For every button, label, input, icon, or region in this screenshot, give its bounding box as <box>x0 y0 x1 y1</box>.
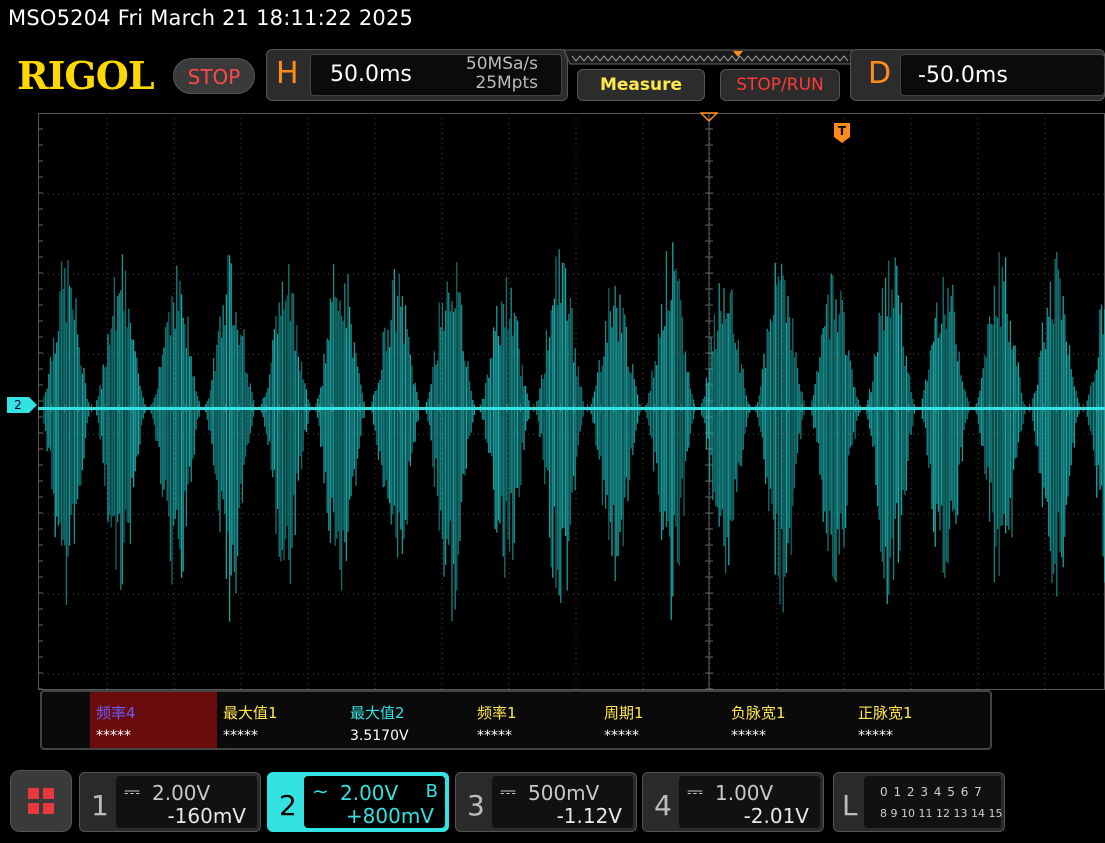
channel-offset: -1.12V <box>556 804 622 828</box>
channel-2-trace <box>43 242 1105 622</box>
measurement-name: 负脉宽1 <box>731 704 786 722</box>
main-menu-button[interactable] <box>10 770 72 832</box>
run-state-button[interactable]: STOP <box>173 58 255 94</box>
sample-info: 50MSa/s 25Mpts <box>420 55 538 93</box>
horizontal-readout <box>310 54 562 96</box>
channel-2-baseline <box>38 407 1105 410</box>
measurement-item[interactable]: 最大值2 3.5170V <box>344 692 471 748</box>
window-title: MSO5204 Fri March 21 18:11:22 2025 <box>8 6 414 30</box>
logic-label: L <box>842 789 858 822</box>
measurement-value: ***** <box>96 728 131 744</box>
channel-2-marker-icon[interactable]: 2 <box>6 396 38 414</box>
measurement-panel: 频率4 ***** 最大值1 ***** 最大值2 3.5170V 频率1 ***** 周期1 *… <box>40 690 992 750</box>
measurement-item[interactable]: 频率4 ***** <box>90 692 217 748</box>
channel-4-box[interactable]: 4 ⎓ 1.00V -2.01V <box>642 772 824 832</box>
channel-offset: -2.01V <box>743 804 809 828</box>
menu-grid-icon <box>28 788 54 814</box>
channel-2-box[interactable]: 2 ∼ 2.00V B +800mV <box>267 772 449 832</box>
channel-number: 3 <box>467 789 485 822</box>
channel-offset: -160mV <box>167 804 246 828</box>
measurement-value: 3.5170V <box>350 728 409 744</box>
time-scale: 50.0ms <box>330 62 412 87</box>
dc-coupling-icon: ⎓ <box>124 779 140 803</box>
measurement-value: ***** <box>858 728 893 744</box>
measurement-name: 频率4 <box>96 704 136 722</box>
measurement-name: 最大值2 <box>350 704 405 722</box>
measure-button[interactable] <box>577 69 705 101</box>
memory-position-marker <box>733 51 743 57</box>
stop-run-button[interactable] <box>720 69 840 101</box>
channel-1-box[interactable]: 1 ⎓ 2.00V -160mV <box>79 772 261 832</box>
dc-coupling-icon: ⎓ <box>687 779 703 803</box>
channel-number: 4 <box>654 789 672 822</box>
rigol-logo: RIGOL <box>17 53 155 98</box>
measurement-item[interactable]: 负脉宽1 ***** <box>725 692 852 748</box>
measurement-value: ***** <box>731 728 766 744</box>
sample-rate: 50MSa/s <box>465 54 538 74</box>
bandwidth-limit-badge: B <box>425 781 438 802</box>
trigger-marker-icon[interactable]: T <box>833 122 851 144</box>
channel-offset: +800mV <box>345 804 434 828</box>
logic-channel-box[interactable]: L 0 1 2 3 4 5 6 7 8 9 10 11 12 13 14 15 <box>833 772 1005 832</box>
measurement-item[interactable]: 周期1 ***** <box>598 692 725 748</box>
logic-channels-low: 0 1 2 3 4 5 6 7 <box>880 785 983 799</box>
delay-label: D <box>868 56 892 91</box>
measurement-item[interactable]: 频率1 ***** <box>471 692 598 748</box>
dc-coupling-icon: ⎓ <box>500 779 516 803</box>
measurement-name: 周期1 <box>604 704 644 722</box>
channel-scale: 2.00V <box>152 781 211 805</box>
channel-scale: 500mV <box>528 781 600 805</box>
measurement-name: 频率1 <box>477 704 517 722</box>
memory-position-strip[interactable] <box>562 48 858 68</box>
trigger-delay-value: -50.0ms <box>918 63 1008 88</box>
measurement-value: ***** <box>477 728 512 744</box>
trigger-marker-label: T <box>838 124 847 138</box>
memory-depth: 25Mpts <box>475 73 538 93</box>
logic-channels-high: 8 9 10 11 12 13 14 15 <box>880 807 1003 820</box>
ac-coupling-icon: ∼ <box>312 779 329 803</box>
channel-scale: 2.00V <box>340 781 399 805</box>
channel-3-box[interactable]: 3 ⎓ 500mV -1.12V <box>455 772 637 832</box>
horizontal-label: H <box>276 56 299 91</box>
measurement-name: 最大值1 <box>223 704 278 722</box>
trigger-position-icon <box>700 112 718 122</box>
channel-2-marker-label: 2 <box>14 398 22 412</box>
measurement-value: ***** <box>604 728 639 744</box>
channel-number: 1 <box>91 789 109 822</box>
stop-run-button-label: STOP/RUN <box>736 75 824 95</box>
waveform-display[interactable] <box>38 113 1105 690</box>
channel-number: 2 <box>279 789 297 822</box>
measure-button-label: Measure <box>599 75 683 95</box>
measurement-item[interactable]: 最大值1 ***** <box>217 692 344 748</box>
measurement-item[interactable]: 正脉宽1 ***** <box>852 692 979 748</box>
measurement-value: ***** <box>223 728 258 744</box>
channel-scale: 1.00V <box>715 781 774 805</box>
measurement-name: 正脉宽1 <box>858 704 913 722</box>
